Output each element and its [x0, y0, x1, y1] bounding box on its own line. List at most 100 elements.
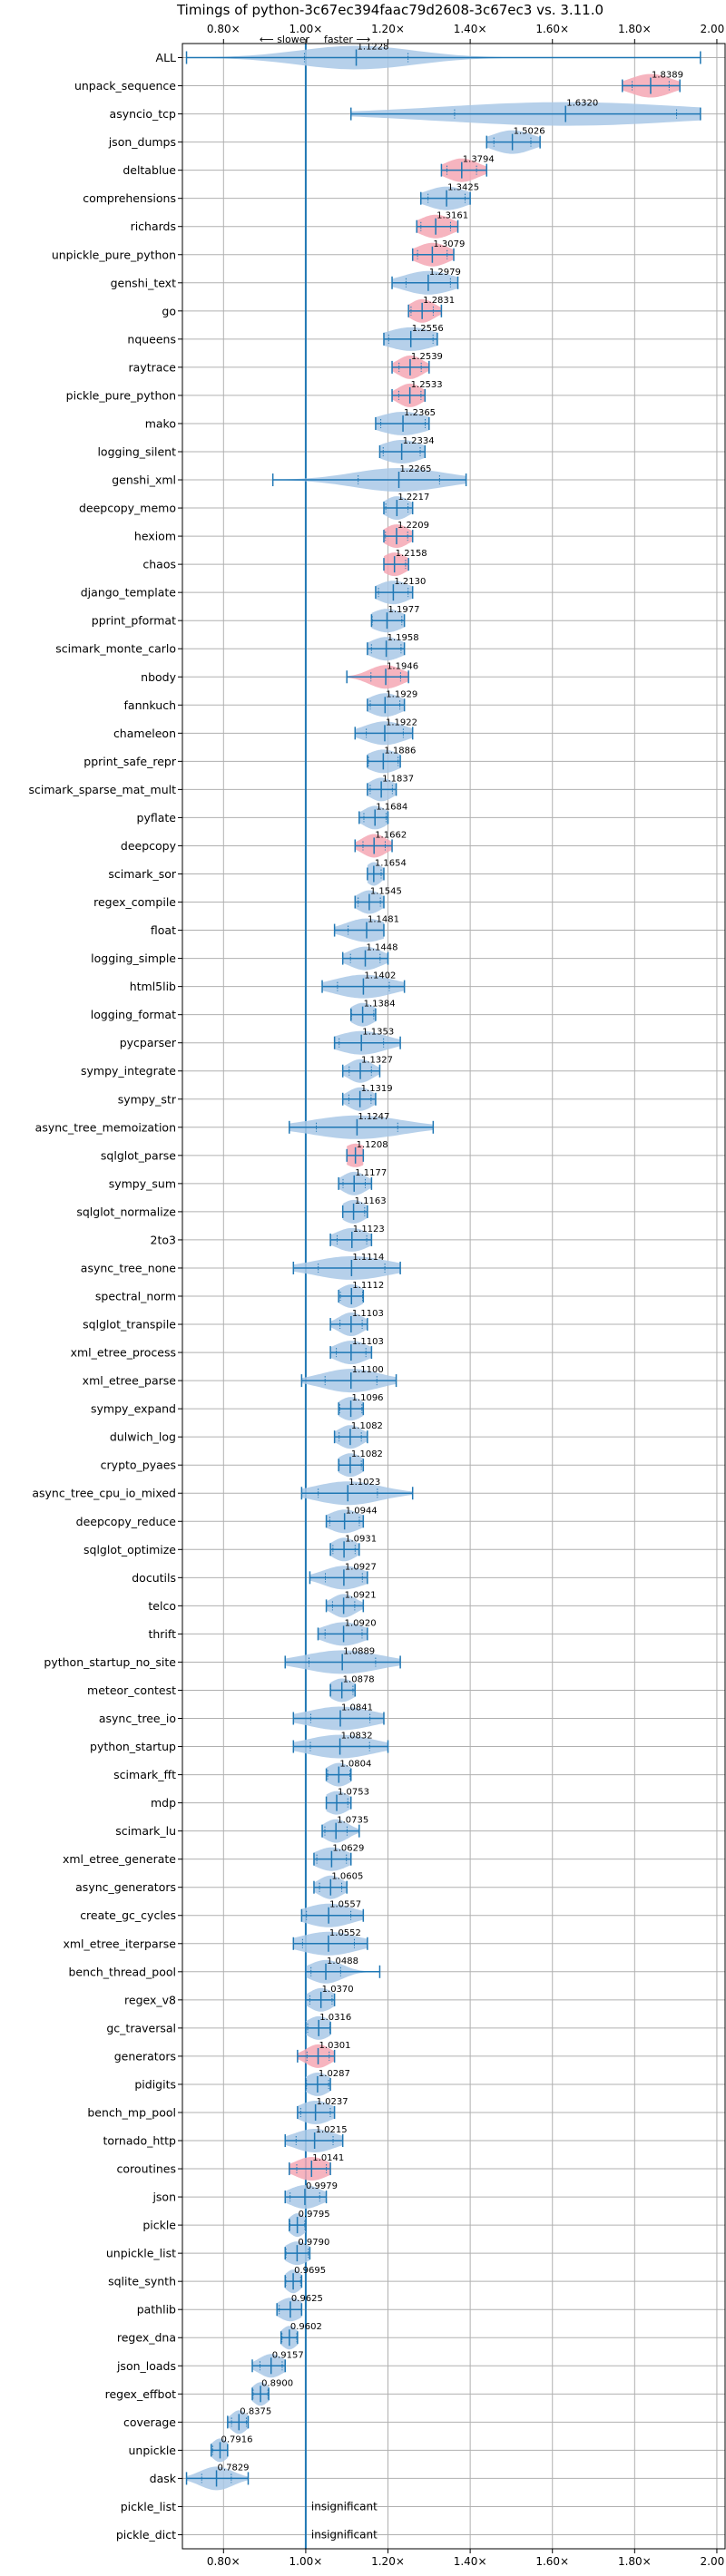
median-value-label: 1.1208	[357, 1140, 388, 1150]
x-tick-label-top: 2.00×	[701, 23, 726, 35]
violin: 0.9979	[284, 2181, 338, 2210]
violin: 1.0878	[329, 1674, 375, 1703]
median-value-label: 1.1163	[355, 1196, 387, 1206]
violin: 1.0287	[305, 2069, 350, 2096]
benchmark-label: sympy_expand	[91, 1402, 176, 1416]
benchmark-label: unpickle	[128, 2444, 176, 2457]
benchmark-label: chaos	[142, 558, 176, 571]
benchmark-label: json_dumps	[108, 135, 176, 149]
median-value-label: 0.9157	[272, 2350, 304, 2360]
benchmark-label: create_gc_cycles	[80, 1908, 176, 1922]
benchmark-label: python_startup	[90, 1740, 176, 1753]
median-value-label: 1.1353	[362, 1028, 394, 1038]
violin: 1.1163	[341, 1196, 387, 1224]
median-value-label: 1.1958	[388, 633, 419, 643]
median-value-label: 1.1886	[384, 746, 416, 756]
violin: 1.2533	[391, 380, 443, 407]
benchmark-label: json	[152, 2191, 176, 2204]
median-value-label: 1.1123	[353, 1225, 385, 1234]
violin: 1.1228	[185, 43, 701, 70]
benchmark-label: async_tree_io	[99, 1712, 176, 1725]
violin: 1.2979	[391, 268, 461, 295]
violin: 1.0552	[292, 1928, 368, 1956]
benchmark-label: unpack_sequence	[74, 79, 176, 93]
benchmark-label: logging_silent	[97, 444, 176, 458]
benchmark-label: nqueens	[127, 332, 176, 346]
benchmark-label: sympy_str	[118, 1092, 177, 1106]
benchmark-label: pickle	[142, 2219, 176, 2232]
benchmark-label: meteor_contest	[87, 1683, 176, 1697]
violin: 1.3794	[440, 155, 495, 182]
median-value-label: 1.2365	[404, 408, 436, 418]
benchmark-label: deepcopy	[121, 839, 177, 853]
median-value-label: 1.2209	[397, 521, 429, 531]
benchmark-label: async_generators	[75, 1880, 176, 1894]
violin: 1.2556	[383, 324, 444, 351]
benchmark-label: scimark_sor	[108, 867, 176, 881]
violin: 1.1481	[333, 915, 399, 942]
violin: 1.1448	[341, 943, 398, 971]
median-value-label: 1.1654	[375, 858, 407, 868]
violin: 0.9602	[280, 2322, 322, 2350]
benchmark-label: unpickle_pure_python	[52, 248, 176, 261]
median-value-label: 1.1837	[382, 774, 414, 784]
violin: 1.2334	[378, 436, 435, 463]
benchmark-label: pathlib	[137, 2303, 176, 2317]
median-value-label: 1.1684	[376, 802, 407, 812]
violin: 1.1654	[367, 858, 407, 886]
benchmark-label: dulwich_log	[110, 1430, 176, 1444]
benchmark-label: pycparser	[120, 1036, 177, 1049]
benchmark-label: pickle_pure_python	[66, 388, 176, 402]
violin: 1.1177	[338, 1168, 387, 1195]
median-value-label: 1.1023	[348, 1478, 380, 1488]
violin: 0.7916	[210, 2435, 252, 2463]
median-value-label: 0.8900	[261, 2378, 293, 2388]
benchmark-label: async_tree_memoization	[35, 1120, 176, 1134]
violin: 1.0804	[325, 1760, 371, 1787]
insignificant-label: insignificant	[311, 2500, 378, 2513]
median-value-label: 1.5026	[514, 127, 545, 137]
benchmark-label: asyncio_tcp	[110, 107, 177, 121]
median-value-label: 1.0878	[343, 1674, 375, 1684]
median-value-label: 1.1977	[388, 605, 419, 615]
x-tick-label-top: 1.60×	[535, 23, 569, 35]
benchmark-label: sqlglot_parse	[101, 1148, 176, 1162]
x-tick-label-bottom: 1.80×	[618, 2555, 652, 2568]
faster-label: faster ⟶	[324, 34, 370, 45]
benchmark-label: go	[162, 304, 176, 317]
benchmark-label: deltablue	[123, 163, 176, 177]
median-value-label: 1.0301	[319, 2041, 351, 2051]
violin: 0.9790	[284, 2238, 329, 2266]
x-tick-label-bottom: 1.40×	[454, 2555, 487, 2568]
violin: 0.8900	[251, 2378, 293, 2406]
x-tick-label-top: 0.80×	[207, 23, 240, 35]
median-value-label: 1.0287	[319, 2069, 350, 2079]
median-value-label: 1.0753	[338, 1788, 369, 1798]
median-value-label: 1.2533	[411, 380, 443, 390]
violin: 1.8389	[621, 71, 683, 98]
median-value-label: 1.3794	[463, 155, 495, 165]
median-value-label: 1.0488	[327, 1956, 358, 1966]
violin: 1.0832	[292, 1732, 389, 1759]
median-value-label: 1.2334	[403, 436, 435, 446]
median-value-label: 1.0237	[317, 2097, 348, 2107]
benchmark-label: nbody	[141, 670, 176, 684]
median-value-label: 1.2556	[412, 324, 444, 334]
violin: 1.3161	[416, 211, 468, 239]
benchmark-label: mdp	[151, 1796, 176, 1810]
benchmark-label: mako	[145, 416, 176, 430]
violin: 1.2365	[375, 408, 436, 435]
benchmark-label: coverage	[123, 2415, 176, 2429]
violin: 1.0921	[325, 1590, 377, 1618]
violin: 1.1208	[346, 1140, 388, 1167]
violin: 1.0141	[289, 2153, 344, 2181]
benchmark-label: tornado_http	[103, 2134, 176, 2148]
median-value-label: 1.0316	[319, 2013, 351, 2023]
median-value-label: 1.0552	[329, 1928, 361, 1938]
violin: 0.9695	[284, 2266, 326, 2294]
benchmark-label: regex_compile	[93, 895, 176, 909]
violin: 1.0841	[292, 1703, 385, 1731]
benchmark-label: async_tree_cpu_io_mixed	[32, 1487, 176, 1500]
median-value-label: 0.7916	[221, 2435, 252, 2444]
